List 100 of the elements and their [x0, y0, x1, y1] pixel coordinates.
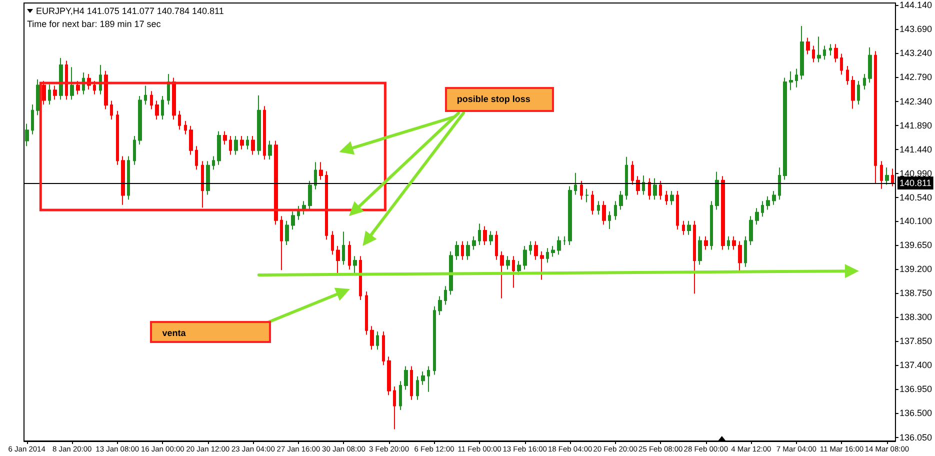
candlestick: [857, 80, 860, 105]
candlestick: [455, 240, 459, 260]
y-tick-label: 141.440: [899, 144, 932, 154]
candlestick: [602, 200, 606, 226]
y-tick-label: 144.140: [899, 0, 932, 10]
candlestick: [738, 240, 742, 272]
candlestick: [472, 236, 476, 250]
candlestick: [178, 110, 181, 130]
y-tick-label: 138.300: [899, 312, 932, 322]
candlestick: [70, 66, 74, 100]
candlestick: [687, 220, 691, 236]
candlestick: [444, 286, 447, 306]
candlestick: [59, 58, 63, 100]
candlestick: [229, 136, 232, 156]
candlestick: [823, 45, 826, 60]
candlestick: [274, 140, 278, 226]
annotation: EURJPY,H4 141.075 141.077 140.784 140.811: [36, 6, 224, 16]
candlestick: [727, 236, 730, 250]
candlestick: [161, 95, 164, 120]
y-tick-label: 140.540: [899, 192, 932, 202]
candlestick: [744, 236, 747, 268]
candlestick: [512, 256, 515, 288]
candlestick: [325, 170, 328, 240]
candlestick: [636, 176, 640, 196]
label-box: posible stop loss: [444, 87, 554, 112]
candlestick: [483, 226, 487, 246]
candlestick: [721, 176, 725, 250]
candlestick: [449, 250, 453, 296]
y-tick-label: 137.850: [899, 336, 932, 346]
candlestick: [93, 80, 96, 95]
candlestick: [466, 240, 470, 260]
candlestick: [348, 240, 351, 270]
candlestick: [682, 220, 685, 236]
candlestick: [217, 130, 221, 166]
candlestick: [580, 180, 583, 200]
candlestick: [246, 136, 249, 150]
candlestick: [416, 376, 419, 400]
candlestick: [331, 230, 334, 256]
y-tick-label: 136.500: [899, 408, 932, 418]
candlestick: [772, 190, 776, 206]
candlestick: [732, 236, 736, 250]
candlestick: [585, 188, 589, 203]
candlestick: [184, 120, 187, 135]
candlestick: [201, 160, 204, 208]
candlestick: [568, 186, 572, 246]
candlestick: [53, 85, 57, 100]
candlestick: [608, 210, 611, 230]
y-tick-label: 139.200: [899, 264, 932, 274]
candlestick: [410, 366, 413, 400]
candlestick: [529, 240, 532, 256]
candlestick: [438, 296, 442, 316]
candlestick: [625, 156, 628, 200]
candlestick: [195, 146, 198, 170]
candlestick: [342, 231, 345, 266]
candlestick: [863, 74, 866, 90]
candlestick: [800, 25, 804, 80]
candlestick: [421, 371, 425, 386]
candlestick: [880, 160, 883, 190]
candlestick: [263, 106, 266, 160]
candlestick: [478, 223, 481, 246]
candlestick: [563, 236, 566, 246]
annotation: Time for next bar: 189 min 17 sec: [27, 19, 161, 29]
candlestick: [138, 95, 142, 146]
candlestick: [399, 380, 402, 411]
candlestick: [840, 53, 843, 76]
candlestick: [427, 366, 430, 392]
y-tick-label: 143.240: [899, 48, 932, 58]
candlestick: [698, 236, 702, 266]
candlestick: [285, 220, 289, 246]
candlestick: [257, 94, 261, 156]
candlestick: [206, 160, 210, 196]
y-tick-label: 136.950: [899, 384, 932, 394]
candlestick: [846, 66, 849, 86]
label-box: venta: [150, 321, 272, 343]
candlestick: [812, 45, 815, 63]
candlestick: [150, 90, 153, 110]
y-tick-label: 142.790: [899, 72, 932, 82]
candlestick: [127, 156, 130, 200]
candlestick: [365, 290, 368, 336]
candlestick: [308, 180, 312, 210]
candlestick: [874, 50, 877, 184]
candlestick: [829, 44, 832, 56]
candlestick: [704, 236, 708, 250]
candlestick: [336, 246, 340, 275]
y-tick-label: 140.990: [899, 168, 932, 178]
candlestick: [778, 167, 781, 200]
candlestick: [665, 190, 668, 206]
candlestick: [591, 190, 594, 216]
candlestick: [144, 85, 147, 105]
candlestick: [834, 44, 838, 63]
y-tick-label: 139.650: [899, 240, 932, 250]
candlestick: [291, 210, 295, 230]
y-tick-label: 143.690: [899, 24, 932, 34]
candlestick: [36, 78, 40, 116]
candlestick: [789, 70, 793, 91]
candlestick: [404, 366, 408, 390]
candlestick: [868, 46, 872, 84]
y-tick-label: 136.050: [899, 432, 932, 442]
ref-line-label: 140.811: [899, 178, 932, 188]
candlestick: [693, 220, 696, 294]
